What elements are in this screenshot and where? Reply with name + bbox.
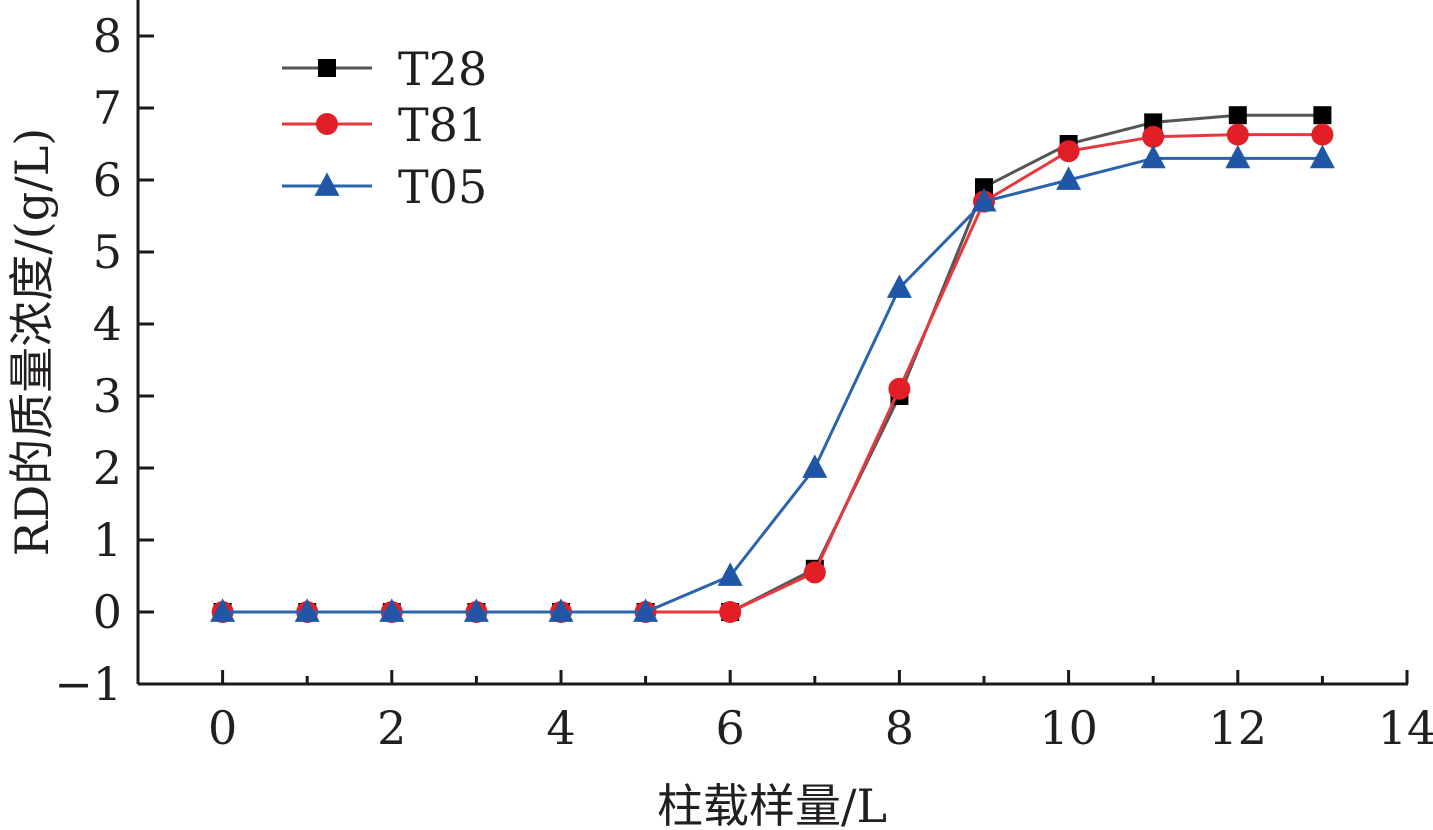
data-point-T05-2 [379, 598, 405, 622]
x-tick-label-6: 6 [716, 701, 745, 755]
data-point-T05-7 [802, 454, 828, 478]
legend-label-T05: T05 [398, 160, 487, 214]
plot-area [210, 106, 1335, 623]
series-line-T28 [222, 113, 1323, 614]
data-point-T05-6 [717, 562, 743, 586]
data-point-T05-13 [1309, 144, 1335, 169]
data-point-T05-8 [886, 274, 912, 298]
data-point-T28-12 [1228, 106, 1247, 125]
data-point-T05-0 [210, 598, 236, 622]
series-line-T81 [222, 133, 1323, 614]
data-point-T05-9 [971, 187, 997, 212]
data-point-T81-6 [719, 601, 742, 623]
y-tick-label-2: 2 [93, 441, 122, 495]
x-tick-label-2: 2 [377, 701, 406, 755]
data-point-T81-10 [1057, 140, 1080, 163]
series-T28 [213, 106, 1332, 621]
y-tick-label-1: 1 [93, 513, 122, 567]
y-tick-label-8: 8 [93, 9, 122, 63]
legend-marker-T05 [314, 172, 340, 196]
data-point-T81-12 [1226, 123, 1249, 146]
data-point-T81-8 [888, 377, 911, 400]
y-tick-label-4: 4 [93, 297, 122, 351]
x-tick-label-10: 10 [1039, 701, 1098, 755]
series-T05 [210, 144, 1335, 622]
data-point-T05-3 [463, 598, 489, 622]
series-line-T05 [222, 156, 1323, 614]
x-tick-label-4: 4 [546, 701, 575, 755]
data-point-T05-12 [1225, 144, 1251, 169]
y-tick-label-0: 0 [93, 585, 122, 639]
legend-label-T28: T28 [398, 42, 487, 96]
y-axis-title: RD的质量浓度/(g/L) [5, 128, 59, 556]
data-point-T05-11 [1140, 144, 1166, 169]
data-point-T81-7 [803, 561, 826, 584]
y-tick-label-7: 7 [93, 81, 122, 135]
data-point-T05-5 [633, 598, 659, 622]
legend-label-T81: T81 [398, 98, 487, 152]
data-point-T81-13 [1311, 123, 1334, 146]
data-point-T05-10 [1056, 166, 1082, 190]
legend-marker-T81 [316, 113, 338, 135]
y-tick-label--1: −1 [54, 657, 122, 711]
y-tick-label-5: 5 [93, 225, 122, 279]
x-axis-title: 柱载样量/L [657, 779, 887, 830]
data-point-T05-4 [548, 598, 574, 622]
data-point-T05-1 [294, 598, 320, 622]
data-point-T28-13 [1313, 106, 1332, 125]
series-T81 [211, 123, 1334, 623]
y-tick-label-6: 6 [93, 153, 122, 207]
x-tick-label-0: 0 [208, 701, 237, 755]
x-tick-label-8: 8 [885, 701, 914, 755]
x-tick-label-12: 12 [1209, 701, 1268, 755]
data-point-T81-11 [1142, 125, 1165, 148]
legend-marker-T28 [318, 59, 336, 77]
legend-item-T05: T05 [282, 160, 487, 214]
legend-item-T81: T81 [282, 98, 487, 152]
y-tick-label-3: 3 [93, 369, 122, 423]
legend-item-T28: T28 [282, 42, 487, 96]
x-tick-label-14: 14 [1378, 701, 1433, 755]
